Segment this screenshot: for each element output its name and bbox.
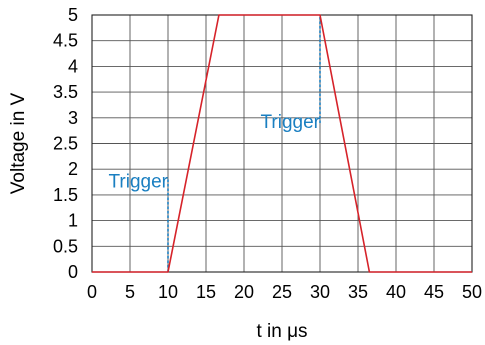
- x-tick-label: 45: [424, 282, 444, 302]
- trigger-label: Trigger: [109, 171, 169, 192]
- y-tick-label: 2: [68, 159, 78, 179]
- y-tick-label: 0: [68, 262, 78, 282]
- y-tick-label: 4.5: [53, 31, 78, 51]
- x-tick-label: 5: [125, 282, 135, 302]
- y-tick-label: 3: [68, 108, 78, 128]
- x-axis-label: t in μs: [256, 321, 307, 342]
- x-tick-label: 30: [310, 282, 330, 302]
- y-tick-label: 5: [68, 5, 78, 25]
- x-tick-label: 25: [272, 282, 292, 302]
- x-tick-label: 40: [386, 282, 406, 302]
- y-tick-label: 3.5: [53, 82, 78, 102]
- trigger-annotations: Trigger Trigger: [109, 15, 321, 272]
- tick-labels: 0 5 10 15 20 25 30 35 40 45 50 0 0.5 1 1.5 2 2.5 3 3.5 4 4.5…: [53, 5, 482, 302]
- x-tick-label: 10: [158, 282, 178, 302]
- y-tick-label: 4: [68, 56, 78, 76]
- y-tick-label: 2.5: [53, 134, 78, 154]
- trigger-label: Trigger: [261, 112, 321, 133]
- x-tick-label: 50: [462, 282, 482, 302]
- y-tick-label: 0.5: [53, 236, 78, 256]
- x-tick-label: 0: [87, 282, 97, 302]
- y-tick-label: 1: [68, 211, 78, 231]
- y-tick-label: 1.5: [53, 185, 78, 205]
- grid-lines: [91, 14, 473, 273]
- series-line-0: [92, 14, 472, 273]
- x-tick-label: 20: [234, 282, 254, 302]
- y-axis-label: Voltage in V: [8, 92, 29, 194]
- x-tick-label: 35: [348, 282, 368, 302]
- x-tick-label: 15: [196, 282, 216, 302]
- series-lines: [92, 14, 472, 273]
